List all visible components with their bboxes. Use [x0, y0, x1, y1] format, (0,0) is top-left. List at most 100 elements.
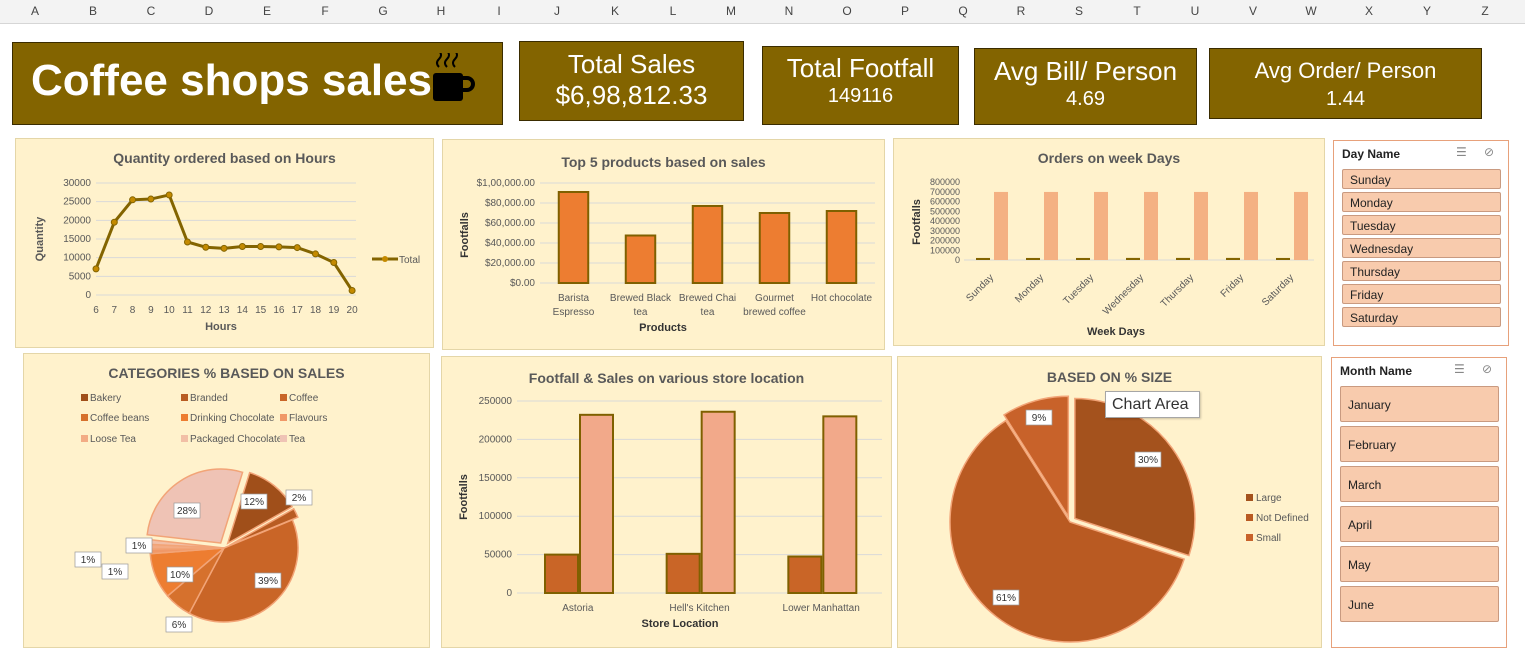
- legend-swatch: [280, 394, 287, 401]
- chart-area-tooltip: Chart Area: [1105, 391, 1200, 418]
- clear-filter-icon[interactable]: ⊘: [1482, 362, 1493, 376]
- pie-slice: [229, 507, 299, 547]
- slicer-item-april[interactable]: April: [1340, 506, 1499, 542]
- kpi-value: $6,98,812.33: [555, 80, 708, 110]
- chart-top-products[interactable]: Top 5 products based on sales $0.00 $20,0…: [442, 139, 885, 350]
- column-letter[interactable]: Y: [1422, 4, 1432, 18]
- column-letter[interactable]: I: [497, 4, 501, 18]
- column-letter[interactable]: S: [1074, 4, 1084, 18]
- y-tick-label: 0: [506, 588, 512, 599]
- bar: [1176, 257, 1190, 260]
- x-tick-label: 20: [347, 305, 359, 316]
- slicer-item-february[interactable]: February: [1340, 426, 1499, 462]
- column-letter[interactable]: M: [726, 4, 736, 18]
- data-label-box: [240, 493, 268, 510]
- column-letter[interactable]: G: [378, 4, 388, 18]
- data-label: 10%: [170, 570, 190, 581]
- x-tick-label: 15: [255, 305, 267, 316]
- x-tick-label: 18: [310, 305, 322, 316]
- y-tick-label: $60,000.00: [485, 218, 535, 229]
- kpi-label: Avg Order/ Person: [1254, 58, 1437, 83]
- x-tick-label: Monday: [1013, 272, 1046, 305]
- chart-quantity-by-hour[interactable]: Quantity ordered based on Hours 0 5000 100…: [15, 138, 434, 348]
- column-letter[interactable]: V: [1248, 4, 1258, 18]
- x-axis-title: Store Location: [641, 618, 718, 630]
- column-letter[interactable]: W: [1305, 4, 1317, 18]
- slicer-title: Month Name: [1340, 364, 1412, 378]
- column-letter[interactable]: O: [842, 4, 852, 18]
- legend-swatch: [81, 435, 88, 442]
- x-tick-label: Tuesday: [1061, 272, 1096, 307]
- data-point: [293, 244, 301, 252]
- slicer-item-wednesday[interactable]: Wednesday: [1342, 238, 1501, 258]
- column-letter[interactable]: L: [669, 4, 677, 18]
- chart-store-location[interactable]: Footfall & Sales on various store locati…: [441, 356, 892, 648]
- coffee-cup-icon: [433, 53, 475, 101]
- column-letter[interactable]: P: [900, 4, 910, 18]
- chart-title: BASED ON % SIZE: [1046, 369, 1173, 385]
- multi-select-icon[interactable]: ☰: [1454, 362, 1465, 376]
- bar: [825, 210, 858, 284]
- column-letter[interactable]: E: [262, 4, 272, 18]
- x-tick-label: 13: [218, 305, 230, 316]
- column-letter[interactable]: X: [1364, 4, 1374, 18]
- slicer-item-january[interactable]: January: [1340, 386, 1499, 422]
- column-letter[interactable]: U: [1190, 4, 1200, 18]
- pie-slice: [1074, 397, 1196, 557]
- chart-categories-pie[interactable]: CATEGORIES % BASED ON SALES Bakery Brande…: [23, 353, 430, 648]
- legend-label: Coffee: [289, 393, 319, 404]
- bar: [1144, 191, 1158, 260]
- legend-label: Loose Tea: [90, 434, 136, 445]
- x-tick-label: Thursday: [1159, 272, 1196, 309]
- slicer-item-march[interactable]: March: [1340, 466, 1499, 502]
- data-point: [92, 265, 100, 273]
- column-letter[interactable]: F: [321, 4, 329, 18]
- slicer-item-june[interactable]: June: [1340, 586, 1499, 622]
- legend-swatch: [181, 394, 188, 401]
- month-name-slicer[interactable]: Month Name ☰ ⊘ January February March April…: [1331, 357, 1507, 648]
- data-label: 1%: [108, 567, 123, 578]
- column-letter[interactable]: Z: [1481, 4, 1489, 18]
- clear-filter-icon[interactable]: ⊘: [1484, 145, 1495, 159]
- slicer-item-thursday[interactable]: Thursday: [1342, 261, 1501, 281]
- multi-select-icon[interactable]: ☰: [1456, 145, 1467, 159]
- column-letter[interactable]: T: [1133, 4, 1141, 18]
- legend-label: Bakery: [90, 393, 121, 404]
- column-letter[interactable]: Q: [958, 4, 968, 18]
- data-label: 1%: [132, 541, 147, 552]
- y-tick-label: $80,000.00: [485, 198, 535, 209]
- x-tick-label: Saturday: [1260, 272, 1296, 308]
- legend-swatch: [81, 414, 88, 421]
- y-tick-label: 700000: [930, 187, 960, 197]
- slicer-item-sunday[interactable]: Sunday: [1342, 169, 1501, 189]
- column-letter[interactable]: D: [204, 4, 214, 18]
- column-letter[interactable]: C: [146, 4, 156, 18]
- kpi-avg-order: Avg Order/ Person 1.44: [1209, 48, 1482, 119]
- x-tick-label: 11: [182, 305, 193, 316]
- column-letter[interactable]: J: [554, 4, 560, 18]
- x-tick-label: Wednesday: [1101, 272, 1146, 317]
- bar: [1026, 257, 1040, 260]
- x-tick-label: 14: [237, 305, 249, 316]
- slicer-item-may[interactable]: May: [1340, 546, 1499, 582]
- column-letter[interactable]: A: [30, 4, 40, 18]
- slicer-item-tuesday[interactable]: Tuesday: [1342, 215, 1501, 235]
- x-tick-label: Lower Manhattan: [783, 603, 860, 614]
- column-letter[interactable]: K: [610, 4, 620, 18]
- slicer-item-saturday[interactable]: Saturday: [1342, 307, 1501, 327]
- column-letter[interactable]: R: [1016, 4, 1026, 18]
- slicer-item-friday[interactable]: Friday: [1342, 284, 1501, 304]
- column-letter[interactable]: B: [88, 4, 98, 18]
- legend-label: Flavours: [289, 413, 327, 424]
- column-letter[interactable]: H: [436, 4, 446, 18]
- x-tick-label: 10: [164, 305, 176, 316]
- chart-orders-weekdays[interactable]: Orders on week Days 0 100000 200000 300000 4…: [893, 138, 1325, 346]
- y-tick-label: 30000: [63, 178, 91, 189]
- kpi-label: Total Sales: [567, 49, 696, 79]
- kpi-value: 1.44: [1326, 88, 1365, 110]
- column-letter[interactable]: N: [784, 4, 794, 18]
- legend-swatch: [181, 414, 188, 421]
- day-name-slicer[interactable]: Day Name ☰ ⊘ Sunday Monday Tuesday Wednesda…: [1333, 140, 1509, 346]
- slicer-item-monday[interactable]: Monday: [1342, 192, 1501, 212]
- bar: [1076, 257, 1090, 260]
